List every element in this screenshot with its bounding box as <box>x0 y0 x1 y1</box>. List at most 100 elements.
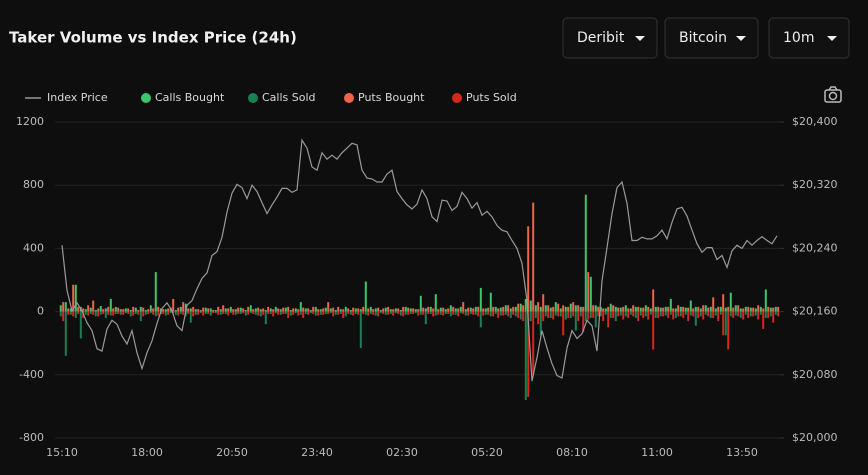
bar <box>732 307 735 312</box>
bar <box>504 311 507 315</box>
bar <box>734 305 737 312</box>
bar <box>129 310 132 312</box>
bar <box>512 311 515 315</box>
bar <box>124 308 127 312</box>
dropdown[interactable]: 10m <box>768 17 850 59</box>
bar <box>602 311 605 322</box>
bar <box>542 311 545 322</box>
legend-swatch <box>141 93 151 103</box>
bar <box>67 308 70 312</box>
bar <box>649 308 652 312</box>
bar <box>429 311 432 314</box>
bar <box>439 311 442 315</box>
bar <box>334 310 337 312</box>
dropdown-label: Bitcoin <box>679 30 727 46</box>
bar <box>517 311 520 318</box>
bar <box>72 311 75 317</box>
bar <box>654 306 657 312</box>
bar <box>607 311 610 328</box>
bar <box>239 311 242 314</box>
bar <box>702 305 705 312</box>
bar <box>162 309 165 312</box>
bar <box>647 311 650 320</box>
bar <box>694 311 697 326</box>
x-tick-label: 15:10 <box>46 446 78 459</box>
bar <box>269 308 272 312</box>
bar <box>269 311 272 314</box>
y-tick-label: -800 <box>19 431 44 444</box>
bar <box>662 311 665 317</box>
bar <box>214 311 217 314</box>
bar <box>542 294 545 312</box>
bar <box>127 311 130 314</box>
bar <box>642 311 645 318</box>
bar <box>229 311 232 314</box>
dropdown[interactable]: Bitcoin <box>664 17 759 59</box>
bar <box>284 311 287 314</box>
bar <box>629 308 632 312</box>
bar <box>444 309 447 312</box>
legend-swatch <box>452 93 462 103</box>
bar <box>597 306 600 312</box>
bar <box>177 307 180 312</box>
dropdown-label: 10m <box>783 30 814 46</box>
bar <box>379 311 382 314</box>
bar <box>192 306 195 312</box>
bar <box>747 306 750 312</box>
dropdown[interactable]: Deribit <box>562 17 658 59</box>
bar <box>207 311 210 314</box>
bar <box>527 311 530 397</box>
bar <box>142 307 145 312</box>
bar <box>722 311 725 336</box>
bar <box>717 311 720 322</box>
bar <box>82 308 85 312</box>
bar <box>377 307 380 312</box>
bar <box>587 272 590 312</box>
bar <box>277 308 280 312</box>
bar <box>432 308 435 312</box>
bar <box>654 311 657 318</box>
bar <box>494 306 497 312</box>
bar <box>509 311 512 318</box>
bar <box>419 311 422 315</box>
bar <box>377 311 380 317</box>
bar <box>679 306 682 312</box>
bar <box>507 311 510 317</box>
bar <box>574 305 577 312</box>
bar <box>434 311 437 316</box>
bar <box>222 305 225 312</box>
bar <box>689 300 692 312</box>
bar <box>754 311 757 316</box>
bar <box>209 308 212 312</box>
bar <box>512 306 515 312</box>
bar <box>99 311 102 315</box>
bar <box>199 311 202 314</box>
bar <box>559 311 562 317</box>
bar <box>352 311 355 316</box>
bar <box>719 311 722 315</box>
bar <box>459 311 462 314</box>
bar <box>127 308 130 312</box>
y2-tick-label: $20,160 <box>792 305 838 318</box>
bar <box>699 308 702 312</box>
bar <box>544 305 547 312</box>
bar <box>672 308 675 312</box>
bar <box>652 289 655 312</box>
bar <box>689 311 692 316</box>
camera-icon[interactable] <box>824 86 842 103</box>
bar <box>214 310 217 312</box>
bar <box>502 311 505 316</box>
bar <box>732 311 735 318</box>
bar <box>362 306 365 312</box>
bar <box>267 306 270 312</box>
bar <box>137 311 140 315</box>
bar <box>297 311 300 316</box>
bar <box>247 306 250 312</box>
bar <box>744 311 747 315</box>
bar <box>427 306 430 312</box>
bar <box>69 308 72 312</box>
bar <box>102 311 105 314</box>
bar <box>739 311 742 318</box>
x-tick-label: 13:50 <box>726 446 758 459</box>
bar <box>734 311 737 316</box>
